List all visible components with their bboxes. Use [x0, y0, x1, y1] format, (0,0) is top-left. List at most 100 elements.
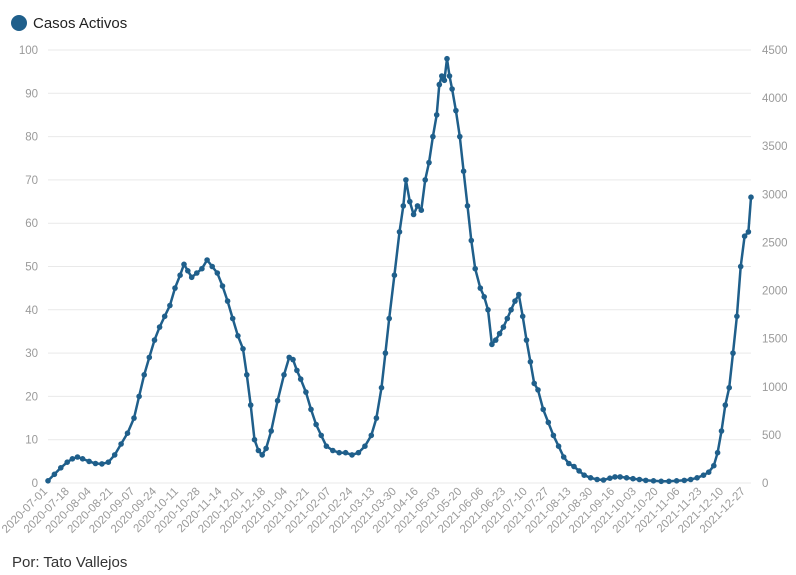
y-right-tick-label: 4500: [762, 45, 788, 57]
data-point: [464, 203, 471, 209]
data-point: [400, 203, 407, 209]
data-point: [460, 168, 467, 174]
data-point: [290, 356, 296, 363]
data-point: [118, 441, 124, 447]
data-point: [274, 397, 281, 404]
data-point: [263, 445, 269, 452]
data-point: [545, 419, 552, 426]
data-point: [694, 475, 700, 481]
data-point: [151, 337, 158, 343]
data-point: [235, 333, 241, 339]
data-point: [188, 274, 195, 281]
data-point: [492, 337, 499, 343]
data-point: [673, 478, 680, 484]
data-point: [373, 415, 380, 421]
data-point: [576, 468, 582, 474]
data-point: [281, 372, 287, 378]
data-point: [734, 313, 740, 320]
data-point: [722, 402, 729, 408]
data-point: [185, 268, 191, 274]
y-right-tick-label: 1000: [762, 382, 788, 394]
y-right-tick-label: 3000: [762, 189, 788, 201]
data-point: [612, 474, 618, 480]
data-point: [64, 459, 70, 466]
data-point: [468, 237, 475, 244]
data-point: [336, 449, 343, 456]
data-point: [69, 456, 76, 462]
data-point: [560, 454, 567, 460]
data-point: [535, 387, 541, 393]
data-point: [472, 265, 479, 272]
data-point: [209, 263, 215, 270]
data-point: [74, 454, 81, 460]
data-point: [219, 283, 226, 289]
data-point: [297, 376, 304, 382]
y-left-tick-label: 100: [19, 45, 38, 57]
data-point: [161, 313, 168, 320]
data-point: [51, 471, 58, 478]
y-left-tick-label: 90: [25, 88, 38, 100]
data-point: [477, 285, 484, 291]
data-point: [500, 324, 507, 330]
data-point: [268, 428, 275, 434]
data-point: [441, 77, 448, 84]
data-point: [687, 476, 694, 483]
data-point: [643, 477, 649, 484]
data-point: [111, 452, 118, 458]
data-point: [251, 436, 258, 443]
data-point: [167, 302, 173, 309]
data-point: [741, 233, 748, 239]
data-point: [131, 415, 137, 421]
y-left-tick-label: 30: [25, 348, 38, 360]
y-left-tick-label: 20: [25, 391, 38, 403]
y-left-tick-label: 50: [25, 262, 38, 274]
data-point: [587, 475, 594, 481]
data-point: [244, 372, 250, 378]
data-point: [658, 478, 664, 485]
data-point: [519, 313, 526, 320]
data-point: [566, 460, 572, 467]
data-point: [259, 452, 266, 458]
data-point: [523, 337, 530, 343]
y-right-tick-label: 3500: [762, 141, 788, 153]
data-point: [422, 177, 429, 183]
y-left-tick-label: 60: [25, 218, 38, 230]
data-point: [313, 421, 319, 428]
data-point: [355, 449, 362, 456]
legend-swatch: [11, 15, 27, 31]
data-point: [666, 478, 672, 485]
legend[interactable]: Casos Activos: [11, 12, 127, 34]
data-point: [141, 372, 147, 378]
data-point: [86, 458, 92, 465]
data-point: [485, 307, 491, 313]
data-point: [607, 475, 613, 482]
y-left-tick-label: 40: [25, 305, 38, 317]
data-point: [124, 430, 131, 437]
data-point: [726, 384, 732, 391]
data-point: [430, 133, 436, 140]
data-point: [368, 432, 375, 439]
data-point: [323, 443, 330, 450]
legend-label: Casos Activos: [33, 14, 128, 32]
y-left-tick-label: 0: [32, 478, 38, 490]
data-point: [594, 476, 600, 483]
data-point: [308, 406, 314, 413]
data-point: [418, 207, 425, 213]
data-point: [349, 452, 355, 458]
data-point: [748, 194, 754, 200]
data-point: [391, 272, 398, 279]
series-line: [47, 57, 753, 483]
data-point: [550, 432, 557, 439]
data-point: [407, 198, 413, 205]
data-point: [496, 330, 503, 337]
data-point: [426, 159, 432, 166]
data-point: [204, 257, 210, 263]
data-point: [136, 393, 142, 400]
data-point: [508, 307, 514, 313]
data-point: [436, 81, 443, 88]
data-point: [718, 428, 725, 434]
data-point: [457, 133, 463, 140]
data-point: [745, 229, 752, 235]
data-point: [650, 478, 657, 484]
data-point: [414, 203, 421, 209]
